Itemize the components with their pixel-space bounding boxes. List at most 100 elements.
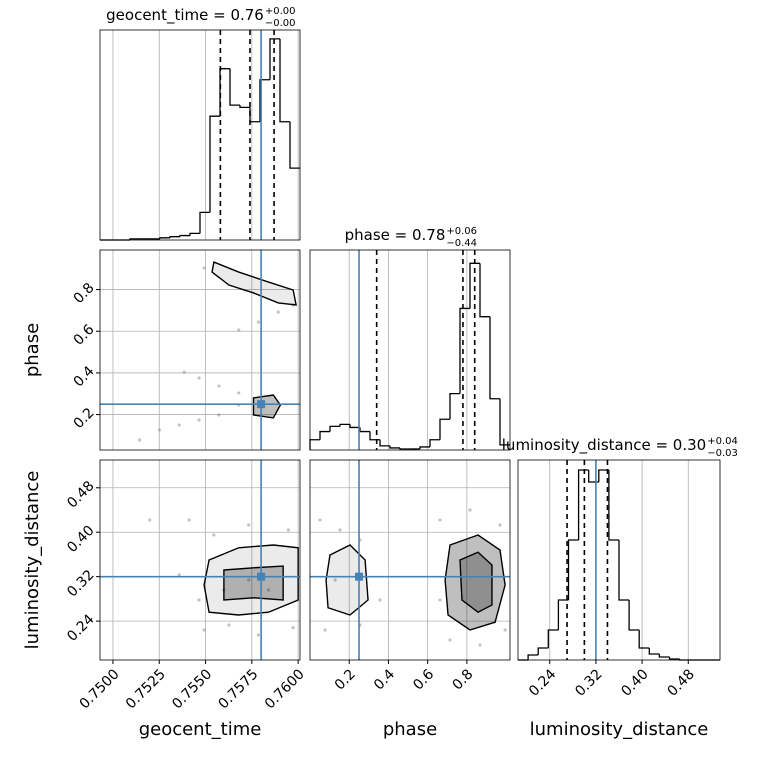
sample-point	[197, 598, 201, 602]
hist-step	[527, 654, 539, 660]
sample-point	[323, 628, 327, 632]
panel-frame	[99, 459, 301, 661]
hist-step	[289, 121, 300, 169]
sample-point	[256, 633, 261, 637]
x-tick-label: 0.32	[572, 666, 605, 699]
hist-step	[439, 418, 450, 440]
sample-point	[202, 266, 206, 270]
contour	[211, 261, 297, 306]
title-lower: −0.03	[707, 448, 738, 459]
sample-point	[197, 418, 201, 422]
sample-point	[247, 578, 251, 582]
hist-step	[159, 237, 170, 239]
sample-point	[177, 423, 181, 427]
panel-frame	[309, 249, 511, 451]
hist-step	[577, 469, 589, 540]
sample-point	[438, 598, 442, 602]
sample-point	[227, 623, 231, 627]
y-axis-label: luminosity_distance	[22, 471, 43, 650]
x-tick-label: 0.8	[449, 666, 476, 693]
y-axis-label: phase	[22, 323, 43, 377]
sample-point	[182, 370, 186, 374]
y-tick-label: 0.48	[64, 478, 97, 511]
x-tick-label: 0.40	[618, 666, 651, 699]
sample-point	[498, 523, 502, 527]
title-upper: +0.06	[446, 226, 477, 237]
hist-step	[449, 392, 460, 420]
x-tick-label: 0.7575	[216, 666, 262, 712]
hist-step	[608, 470, 619, 541]
sample-point	[157, 428, 162, 432]
truth-marker	[355, 572, 364, 581]
hist-step	[169, 236, 180, 238]
hist-step	[309, 439, 320, 450]
sample-point	[333, 578, 337, 582]
x-axis-label: geocent_time	[139, 719, 262, 740]
panel-title: phase = 0.78	[345, 226, 446, 244]
hist-step	[379, 439, 390, 447]
hist-step	[638, 630, 650, 649]
title-upper: +0.00	[265, 6, 296, 17]
hist-step	[429, 439, 440, 447]
title-upper: +0.04	[707, 436, 738, 447]
hist-step	[329, 425, 340, 432]
panel-title: geocent_time = 0.76	[106, 6, 264, 25]
hist-step	[459, 307, 470, 394]
hist-step	[499, 398, 510, 446]
sample-point	[138, 438, 142, 442]
hist-step	[269, 38, 280, 80]
contour	[223, 565, 284, 601]
hist-step	[628, 600, 640, 631]
y-tick-label: 0.40	[64, 523, 97, 556]
hist-step	[588, 470, 599, 483]
sample-point	[291, 626, 295, 630]
y-tick-label: 0.4	[71, 363, 98, 390]
sample-point	[237, 328, 241, 332]
hist-step	[219, 68, 230, 117]
truth-marker	[257, 400, 266, 409]
hist-step	[479, 263, 490, 318]
sample-point	[237, 391, 241, 395]
y-tick-label: 0.32	[64, 567, 97, 600]
hist-step	[319, 430, 330, 440]
sample-point	[217, 384, 221, 388]
y-tick-label: 0.2	[71, 405, 98, 432]
sample-point	[256, 320, 261, 324]
title-lower: −0.00	[265, 18, 296, 29]
x-tick-label: 0.7550	[169, 666, 215, 712]
hist-step	[489, 316, 500, 400]
sample-point	[448, 638, 452, 642]
x-axis-label: luminosity_distance	[530, 719, 709, 740]
sample-point	[318, 518, 322, 522]
hist-step	[557, 599, 569, 630]
panel-frame	[309, 459, 511, 661]
sample-point	[212, 533, 216, 537]
hist-step	[648, 648, 660, 655]
contour	[203, 544, 299, 616]
sample-point	[286, 528, 290, 532]
hist-step	[369, 431, 380, 441]
x-tick-label: 0.7600	[262, 666, 308, 712]
x-tick-label: 0.24	[526, 666, 559, 699]
sample-point	[468, 508, 472, 512]
sample-point	[177, 573, 181, 577]
hist-step	[469, 262, 480, 309]
sample-point	[378, 598, 382, 602]
sample-point	[148, 518, 152, 522]
panel-frame	[99, 29, 301, 241]
y-tick-label: 0.8	[71, 280, 98, 307]
panel-frame	[517, 459, 721, 661]
hist-step	[567, 539, 579, 600]
hist-step	[547, 629, 559, 648]
hist-step	[359, 427, 370, 433]
hist-step	[419, 446, 430, 449]
sample-point	[338, 528, 342, 532]
hist-step	[668, 657, 680, 660]
hist-step	[618, 540, 630, 601]
hist-step	[189, 232, 200, 236]
hist-step	[339, 423, 350, 427]
hist-step	[349, 424, 360, 429]
x-tick-label: 0.48	[665, 666, 698, 699]
x-axis-label: phase	[383, 719, 437, 740]
